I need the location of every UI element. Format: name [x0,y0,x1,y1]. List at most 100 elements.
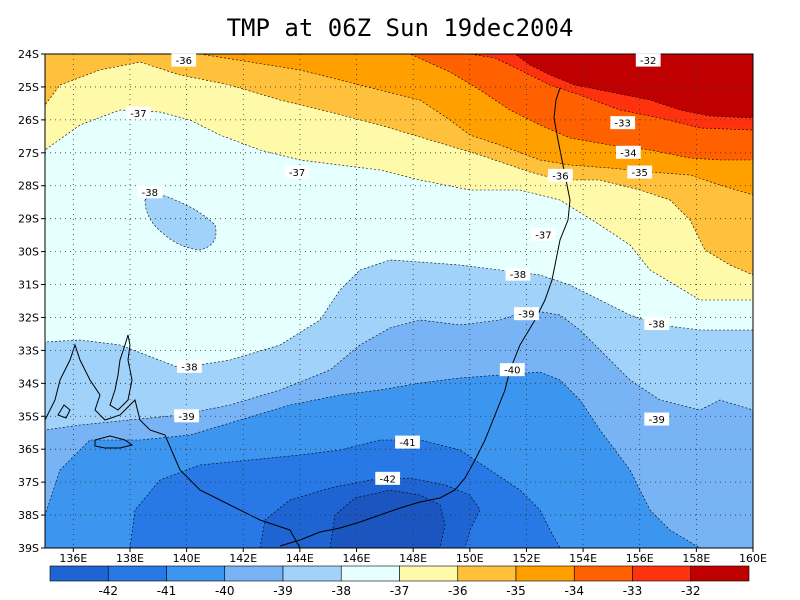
lon-tick-label: 154E [569,552,597,565]
colorbar-swatch [340,565,400,582]
contour-label-text: -38 [510,270,526,281]
lat-tick-label: 39S [18,542,39,555]
lat-tick-label: 37S [18,476,39,489]
contour-label-text: -38 [142,188,158,199]
contour-label-text: -39 [649,415,665,426]
lat-tick-label: 29S [18,213,39,226]
island-band-fill [144,194,217,251]
contour-label-bg [499,363,525,377]
colorbar-swatch [632,565,692,582]
colorbar-swatch [457,565,517,582]
lat-tick-label: 35S [18,410,39,423]
contour-label: -38 [505,267,531,281]
contour-label: -39 [644,412,670,426]
contour-label-bg [284,165,310,179]
contour-label-bg [177,359,202,373]
lat-tick-label: 38S [18,509,39,522]
contour-label-text: -38 [649,320,665,331]
colorbar-swatch [515,565,575,582]
colorbar-label: -38 [331,584,351,598]
temperature-field [45,54,753,548]
lat-tick-label: 36S [18,443,39,456]
contour-labels: -36 -32 -37 -33 -34 -37 -36 -35 -38 -37 -38 -39 -38 -… [126,53,670,485]
colorbar-label: -35 [506,584,526,598]
lon-tick-label: 160E [739,552,767,565]
band-fill-above-32 [514,54,753,119]
lon-tick-label: 142E [229,552,257,565]
contour-label: -35 [627,165,653,179]
contour-label-text: -36 [552,171,568,182]
contour-label-bg [514,307,539,321]
colorbar-label: -33 [623,584,643,598]
contour-label-bg [375,471,401,485]
contour-label-bg [505,267,531,281]
lon-tick-label: 144E [286,552,314,565]
contour-label: -38 [177,359,202,373]
colorbar-label: -39 [273,584,293,598]
contour-label: -36 [548,168,573,182]
contour-label-text: -33 [615,119,631,130]
lon-tick-label: 146E [343,552,371,565]
lon-tick-label: 138E [116,552,144,565]
lat-tick-label: 32S [18,311,39,324]
colorbar: -42 -41 -40 -39 -38 -37 -36 -35 -34 -33 -32 [49,565,750,598]
contour-label-text: -36 [176,56,192,67]
contour-label-bg [548,168,573,182]
contour-label-text: -38 [181,362,197,373]
map-title: TMP at 06Z Sun 19dec2004 [226,14,574,42]
contour-label-text: -39 [518,310,534,321]
contour-label-text: -41 [399,438,415,449]
contour-label-text: -42 [380,474,396,485]
contour-label-bg [174,409,199,423]
contour-label-bg [137,185,163,199]
lon-axis: 136E 138E 140E 142E 144E 146E 148E 150E 152E 154E… [59,548,767,565]
contour-label-bg [635,53,661,67]
lat-axis: 24S 25S 26S 27S 28S 29S 30S 31S 32S 33S 34S 35S 36S 3… [18,48,45,555]
contour-label: -40 [499,363,525,377]
contour-label-bg [627,165,653,179]
colorbar-label: -36 [448,584,468,598]
contour-label: -41 [395,435,420,449]
contour-label: -39 [174,409,199,423]
contour-label: -39 [514,307,539,321]
colorbar-swatch [166,565,226,582]
lat-tick-label: 27S [18,147,39,160]
contour-label-text: -37 [130,109,146,120]
contour-label: -36 [171,53,197,67]
contour-label: -32 [635,53,661,67]
lat-tick-label: 34S [18,377,39,390]
contour-label: -42 [375,471,401,485]
colorbar-swatch [224,565,284,582]
contour-label: -33 [610,116,636,130]
colorbar-swatch [690,565,750,582]
lon-tick-label: 140E [173,552,201,565]
band-fill-below-42 [329,489,446,548]
contour-label: -38 [137,185,163,199]
contour-label-bg [644,317,670,331]
lat-tick-label: 25S [18,81,39,94]
lon-tick-label: 156E [626,552,654,565]
lon-tick-label: 158E [682,552,710,565]
contour-label-bg [171,53,197,67]
map-frame [44,53,754,549]
lon-tick-label: 136E [59,552,87,565]
contour-label-bg [395,435,420,449]
contour-label: -34 [615,145,641,159]
lon-tick-label: 150E [456,552,484,565]
contour-label-bg [126,106,151,120]
colorbar-label: -42 [98,584,118,598]
colorbar-swatch [107,565,167,582]
contour-label-text: -39 [178,412,194,423]
contour-label-text: -37 [535,231,551,242]
lon-tick-label: 148E [399,552,427,565]
colorbar-label: -40 [215,584,235,598]
contour-label-text: -37 [289,168,305,179]
contour-label: -37 [531,228,556,242]
colorbar-label: -34 [564,584,584,598]
colorbar-label: -32 [681,584,701,598]
lon-tick-label: 152E [512,552,540,565]
lat-tick-label: 26S [18,114,39,127]
colorbar-label: -41 [157,584,177,598]
colorbar-swatch [399,565,459,582]
